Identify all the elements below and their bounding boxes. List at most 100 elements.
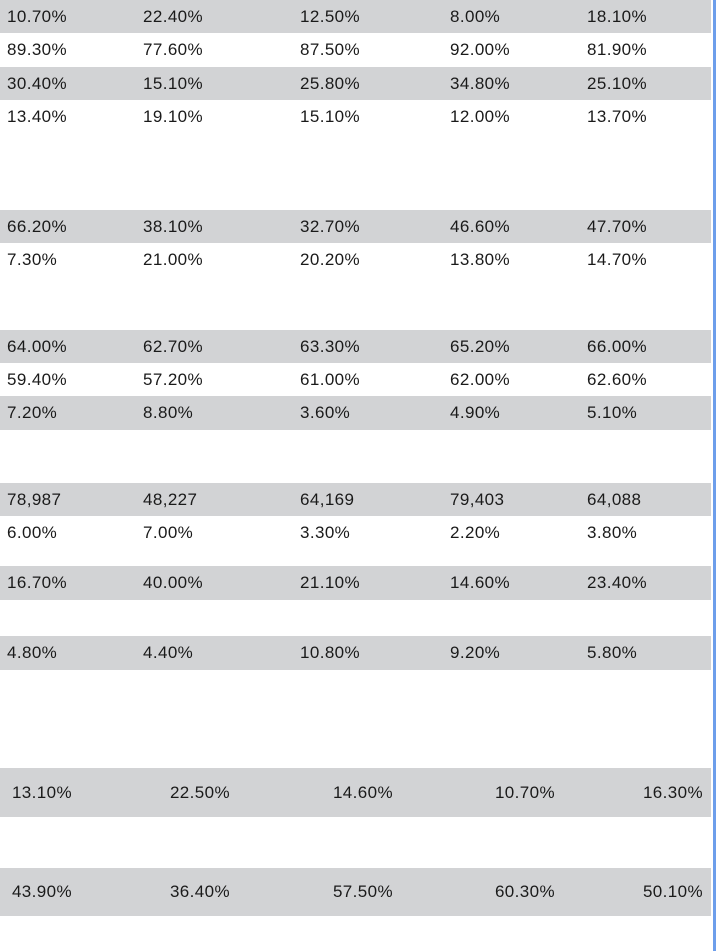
table-cell[interactable]: 10.70%: [494, 782, 555, 802]
empty-rows-gap: [0, 134, 711, 210]
table-cell[interactable]: 57.50%: [332, 882, 393, 901]
table-cell[interactable]: 14.70%: [587, 250, 648, 269]
table-cell[interactable]: 62.70%: [143, 336, 204, 356]
table-cell[interactable]: 79,403: [450, 489, 505, 509]
table-cell[interactable]: 46.60%: [450, 216, 511, 236]
table-cell[interactable]: 60.30%: [494, 882, 555, 901]
table-cell[interactable]: 48,227: [143, 489, 198, 509]
table-cell[interactable]: 20.20%: [300, 250, 361, 269]
table-cell[interactable]: 25.80%: [300, 73, 361, 93]
table-cell[interactable]: 43.90%: [11, 882, 72, 901]
table-cell[interactable]: 89.30%: [7, 40, 68, 59]
table-cell[interactable]: 3.60%: [300, 403, 351, 422]
table-cell[interactable]: 36.40%: [169, 882, 230, 901]
empty-rows-gap: [0, 430, 711, 483]
table-cell[interactable]: 40.00%: [143, 573, 204, 592]
table-cell[interactable]: 21.10%: [300, 573, 361, 592]
table-cell[interactable]: 4.80%: [7, 643, 58, 662]
table-cell[interactable]: 77.60%: [143, 40, 204, 59]
table-cell[interactable]: 13.80%: [450, 250, 511, 269]
table-cell[interactable]: 63.30%: [300, 336, 361, 356]
table-row: 10.70% 22.40% 12.50% 8.00% 18.10%: [0, 0, 711, 33]
table-row: 30.40% 15.10% 25.80% 34.80% 25.10%: [0, 67, 711, 100]
selection-border-line: [713, 0, 716, 951]
table-cell[interactable]: 62.60%: [587, 369, 648, 389]
table-cell[interactable]: 6.00%: [7, 522, 58, 542]
empty-rows-gap: [0, 670, 711, 768]
table-cell[interactable]: 5.10%: [587, 403, 638, 422]
table-cell[interactable]: 66.20%: [7, 216, 68, 236]
table-cell[interactable]: 50.10%: [642, 882, 703, 901]
table-cell[interactable]: 4.40%: [143, 643, 194, 662]
table-cell[interactable]: 16.30%: [642, 782, 703, 802]
empty-rows-gap: [0, 600, 711, 636]
table-row: 6.00% 7.00% 3.30% 2.20% 3.80%: [0, 516, 711, 549]
table-cell[interactable]: 14.60%: [332, 782, 393, 802]
table-cell[interactable]: 8.00%: [450, 6, 501, 26]
table-cell[interactable]: 15.10%: [300, 107, 361, 126]
table-cell[interactable]: 23.40%: [587, 573, 648, 592]
table-cell[interactable]: 30.40%: [7, 73, 68, 93]
table-cell[interactable]: 25.10%: [587, 73, 648, 93]
table-cell[interactable]: 7.00%: [143, 522, 194, 542]
table-cell[interactable]: 61.00%: [300, 369, 361, 389]
table-cell[interactable]: 15.10%: [143, 73, 204, 93]
table-cell[interactable]: 12.50%: [300, 6, 361, 26]
table-row: 64.00% 62.70% 63.30% 65.20% 66.00%: [0, 330, 711, 363]
table-cell[interactable]: 21.00%: [143, 250, 204, 269]
empty-rows-gap: [0, 916, 711, 951]
empty-rows-gap: [0, 277, 711, 330]
table-cell[interactable]: 13.10%: [11, 782, 72, 802]
table-cell[interactable]: 3.30%: [300, 522, 351, 542]
table-row: 78,987 48,227 64,169 79,403 64,088: [0, 483, 711, 516]
table-cell[interactable]: 78,987: [7, 489, 62, 509]
table-cell[interactable]: 22.50%: [169, 782, 230, 802]
table-cell[interactable]: 4.90%: [450, 403, 501, 422]
table-cell[interactable]: 2.20%: [450, 522, 501, 542]
table-cell[interactable]: 64,169: [300, 489, 355, 509]
table-cell[interactable]: 3.80%: [587, 522, 638, 542]
table-cell[interactable]: 57.20%: [143, 369, 204, 389]
table-cell[interactable]: 18.10%: [587, 6, 648, 26]
empty-rows-gap: [0, 549, 711, 566]
table-cell[interactable]: 59.40%: [7, 369, 68, 389]
table-cell[interactable]: 8.80%: [143, 403, 194, 422]
table-cell[interactable]: 47.70%: [587, 216, 648, 236]
table-cell[interactable]: 66.00%: [587, 336, 648, 356]
table-cell[interactable]: 9.20%: [450, 643, 501, 662]
table-row: 89.30% 77.60% 87.50% 92.00% 81.90%: [0, 33, 711, 67]
table-cell[interactable]: 13.70%: [587, 107, 648, 126]
table-row: 4.80% 4.40% 10.80% 9.20% 5.80%: [0, 636, 711, 670]
table-row: 43.90% 36.40% 57.50% 60.30% 50.10%: [0, 868, 711, 916]
table-cell[interactable]: 16.70%: [7, 573, 68, 592]
table-row: 13.10% 22.50% 14.60% 10.70% 16.30%: [0, 768, 711, 817]
table-cell[interactable]: 92.00%: [450, 40, 511, 59]
table-cell[interactable]: 12.00%: [450, 107, 511, 126]
table-cell[interactable]: 64.00%: [7, 336, 68, 356]
table-cell[interactable]: 19.10%: [143, 107, 204, 126]
table-cell[interactable]: 38.10%: [143, 216, 204, 236]
table-cell[interactable]: 65.20%: [450, 336, 511, 356]
table-cell[interactable]: 64,088: [587, 489, 642, 509]
table-cell[interactable]: 5.80%: [587, 643, 638, 662]
table-cell[interactable]: 32.70%: [300, 216, 361, 236]
empty-rows-gap: [0, 817, 711, 868]
table-cell[interactable]: 14.60%: [450, 573, 511, 592]
table-cell[interactable]: 13.40%: [7, 107, 68, 126]
table-cell[interactable]: 62.00%: [450, 369, 511, 389]
table-row: 7.20% 8.80% 3.60% 4.90% 5.10%: [0, 396, 711, 430]
table-row: 7.30% 21.00% 20.20% 13.80% 14.70%: [0, 243, 711, 277]
table-cell[interactable]: 34.80%: [450, 73, 511, 93]
table-cell[interactable]: 87.50%: [300, 40, 361, 59]
table-cell[interactable]: 10.80%: [300, 643, 361, 662]
table-row: 16.70% 40.00% 21.10% 14.60% 23.40%: [0, 566, 711, 600]
table-cell[interactable]: 7.20%: [7, 403, 58, 422]
table-cell[interactable]: 22.40%: [143, 6, 204, 26]
table-row: 13.40% 19.10% 15.10% 12.00% 13.70%: [0, 100, 711, 134]
table-row: 66.20% 38.10% 32.70% 46.60% 47.70%: [0, 210, 711, 243]
table-cell[interactable]: 81.90%: [587, 40, 648, 59]
table-row: 59.40% 57.20% 61.00% 62.00% 62.60%: [0, 363, 711, 396]
table-cell[interactable]: 7.30%: [7, 250, 58, 269]
table-cell[interactable]: 10.70%: [7, 6, 68, 26]
